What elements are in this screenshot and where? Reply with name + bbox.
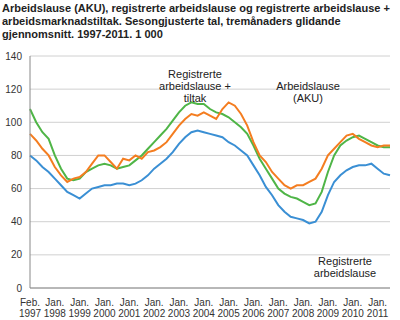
svg-text:Feb.1997: Feb.1997 — [19, 297, 42, 319]
svg-text:Jan.2010: Jan.2010 — [342, 297, 365, 319]
html-text:Registrerte arbeidslause + til: Registrerte arbeidslause + tiltak — [159, 68, 231, 104]
html-text:Arbeidslause (AKU), registrert: Arbeidslause (AKU), registrerte arbeidsl… — [2, 2, 390, 40]
svg-text:Jan.1999: Jan.1999 — [69, 297, 92, 319]
svg-text:Jan.2002: Jan.2002 — [143, 297, 166, 319]
svg-text:0: 0 — [16, 283, 22, 294]
svg-text:60: 60 — [11, 183, 23, 194]
svg-text:Jan.2003: Jan.2003 — [168, 297, 191, 319]
svg-text:80: 80 — [11, 150, 23, 161]
svg-text:Jan.2007: Jan.2007 — [267, 297, 290, 319]
svg-text:Jan.2011: Jan.2011 — [367, 297, 389, 319]
html-text:Registrerte arbeidslause: Registrerte arbeidslause — [313, 255, 377, 279]
svg-text:120: 120 — [8, 84, 22, 95]
svg-text:Jan.2009: Jan.2009 — [317, 297, 340, 319]
html-text:Arbeidslause (AKU): Arbeidslause (AKU) — [276, 80, 340, 104]
svg-text:100: 100 — [8, 117, 22, 128]
svg-text:Jan.2004: Jan.2004 — [193, 297, 216, 319]
svg-text:Jan.2005: Jan.2005 — [217, 297, 240, 319]
svg-text:Jan.2008: Jan.2008 — [292, 297, 315, 319]
svg-text:40: 40 — [11, 216, 23, 227]
svg-text:140: 140 — [8, 51, 22, 62]
svg-text:20: 20 — [11, 249, 23, 260]
svg-text:Jan.2001: Jan.2001 — [118, 297, 141, 319]
svg-text:Jan.2006: Jan.2006 — [242, 297, 265, 319]
svg-text:Jan.2000: Jan.2000 — [93, 297, 116, 319]
svg-text:Jan.1998: Jan.1998 — [44, 297, 67, 319]
